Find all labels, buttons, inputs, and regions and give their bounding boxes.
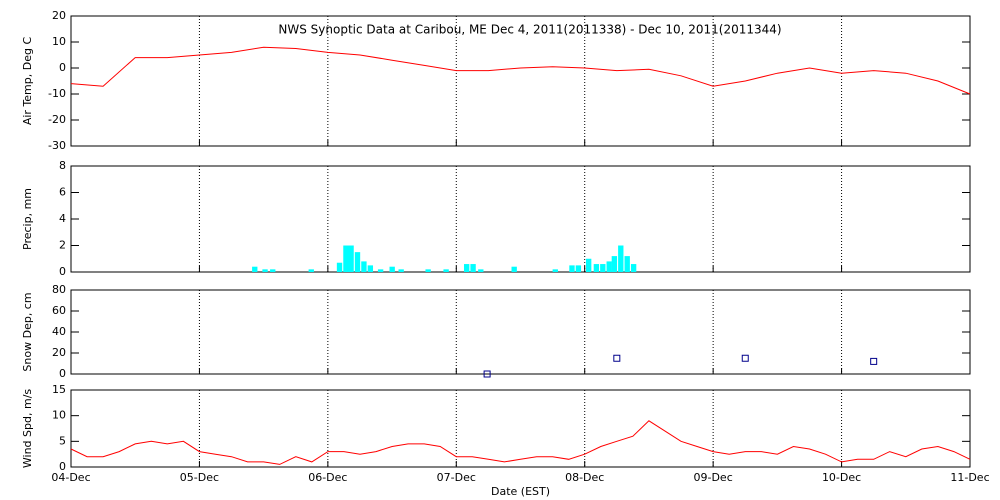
precip-bar [443, 269, 449, 272]
precip-bar [367, 265, 374, 272]
precip-bar [425, 269, 431, 272]
data-point [483, 370, 491, 378]
precip-bar [389, 266, 395, 272]
precip-bar [611, 256, 618, 272]
precip-bar [569, 265, 575, 272]
precip-bar [600, 264, 606, 272]
y-tick-label: 80 [52, 283, 66, 296]
y-tick-label: -30 [48, 139, 66, 152]
y-tick-label: 0 [59, 367, 66, 380]
y-tick-label: 20 [52, 9, 66, 22]
precip-bar [308, 269, 314, 272]
y-tick-label: 6 [59, 186, 66, 199]
precip-bar [593, 264, 600, 272]
plot-frame [70, 15, 971, 147]
chart-title: NWS Synoptic Data at Caribou, ME Dec 4, … [278, 23, 781, 37]
precip-bar [624, 256, 630, 272]
y-axis-label: Snow Dep, cm [21, 292, 34, 371]
data-point [741, 354, 749, 362]
data-point [870, 357, 878, 365]
y-tick-label: 0 [59, 265, 66, 278]
y-tick-label: 0 [59, 61, 66, 74]
precip-bar [343, 245, 349, 272]
precip-bar [252, 266, 258, 272]
precip-bar [575, 265, 582, 272]
y-axis-label: Wind Spd, m/s [21, 389, 34, 469]
precip-bar [377, 269, 384, 272]
precip-bar [630, 264, 637, 272]
precip-bar [348, 245, 354, 272]
x-tick-label: 10-Dec [822, 471, 861, 484]
precip-bar [262, 269, 268, 272]
precip-bar [478, 269, 484, 272]
x-tick-label: 04-Dec [51, 471, 90, 484]
precip-bar [361, 261, 367, 272]
data-line [70, 420, 971, 465]
x-tick-label: 06-Dec [308, 471, 347, 484]
y-tick-label: -20 [48, 113, 66, 126]
y-tick-label: 0 [59, 460, 66, 473]
x-tick-label: 11-Dec [950, 471, 989, 484]
x-tick-label: 08-Dec [565, 471, 604, 484]
y-tick-label: 8 [59, 159, 66, 172]
plot-frame [70, 165, 971, 273]
plot-frame [70, 389, 971, 468]
x-tick-label: 09-Dec [694, 471, 733, 484]
y-axis-label: Air Temp, Deg C [21, 37, 34, 126]
precip-bar [618, 245, 624, 272]
data-line [70, 46, 971, 95]
y-tick-label: -10 [48, 87, 66, 100]
precip-bar [463, 264, 470, 272]
precip-bar [336, 262, 343, 272]
y-tick-label: 5 [59, 434, 66, 447]
y-tick-label: 10 [52, 409, 66, 422]
y-tick-label: 40 [52, 325, 66, 338]
x-axis-label: Date (EST) [491, 485, 550, 498]
precip-bar [354, 252, 361, 272]
data-point [613, 354, 621, 362]
y-tick-label: 20 [52, 346, 66, 359]
y-tick-label: 4 [59, 212, 66, 225]
y-axis-label: Precip, mm [21, 188, 34, 250]
y-tick-label: 60 [52, 304, 66, 317]
plot-frame [70, 289, 971, 375]
y-tick-label: 10 [52, 35, 66, 48]
precip-bar [270, 269, 276, 272]
x-tick-label: 05-Dec [180, 471, 219, 484]
y-tick-label: 15 [52, 383, 66, 396]
x-tick-label: 07-Dec [437, 471, 476, 484]
precip-bar [511, 266, 517, 272]
precip-bar [398, 269, 404, 272]
precip-bar [585, 258, 592, 272]
precip-bar [606, 261, 612, 272]
y-tick-label: 2 [59, 239, 66, 252]
precip-bar [552, 269, 558, 272]
precip-bar [470, 264, 476, 272]
